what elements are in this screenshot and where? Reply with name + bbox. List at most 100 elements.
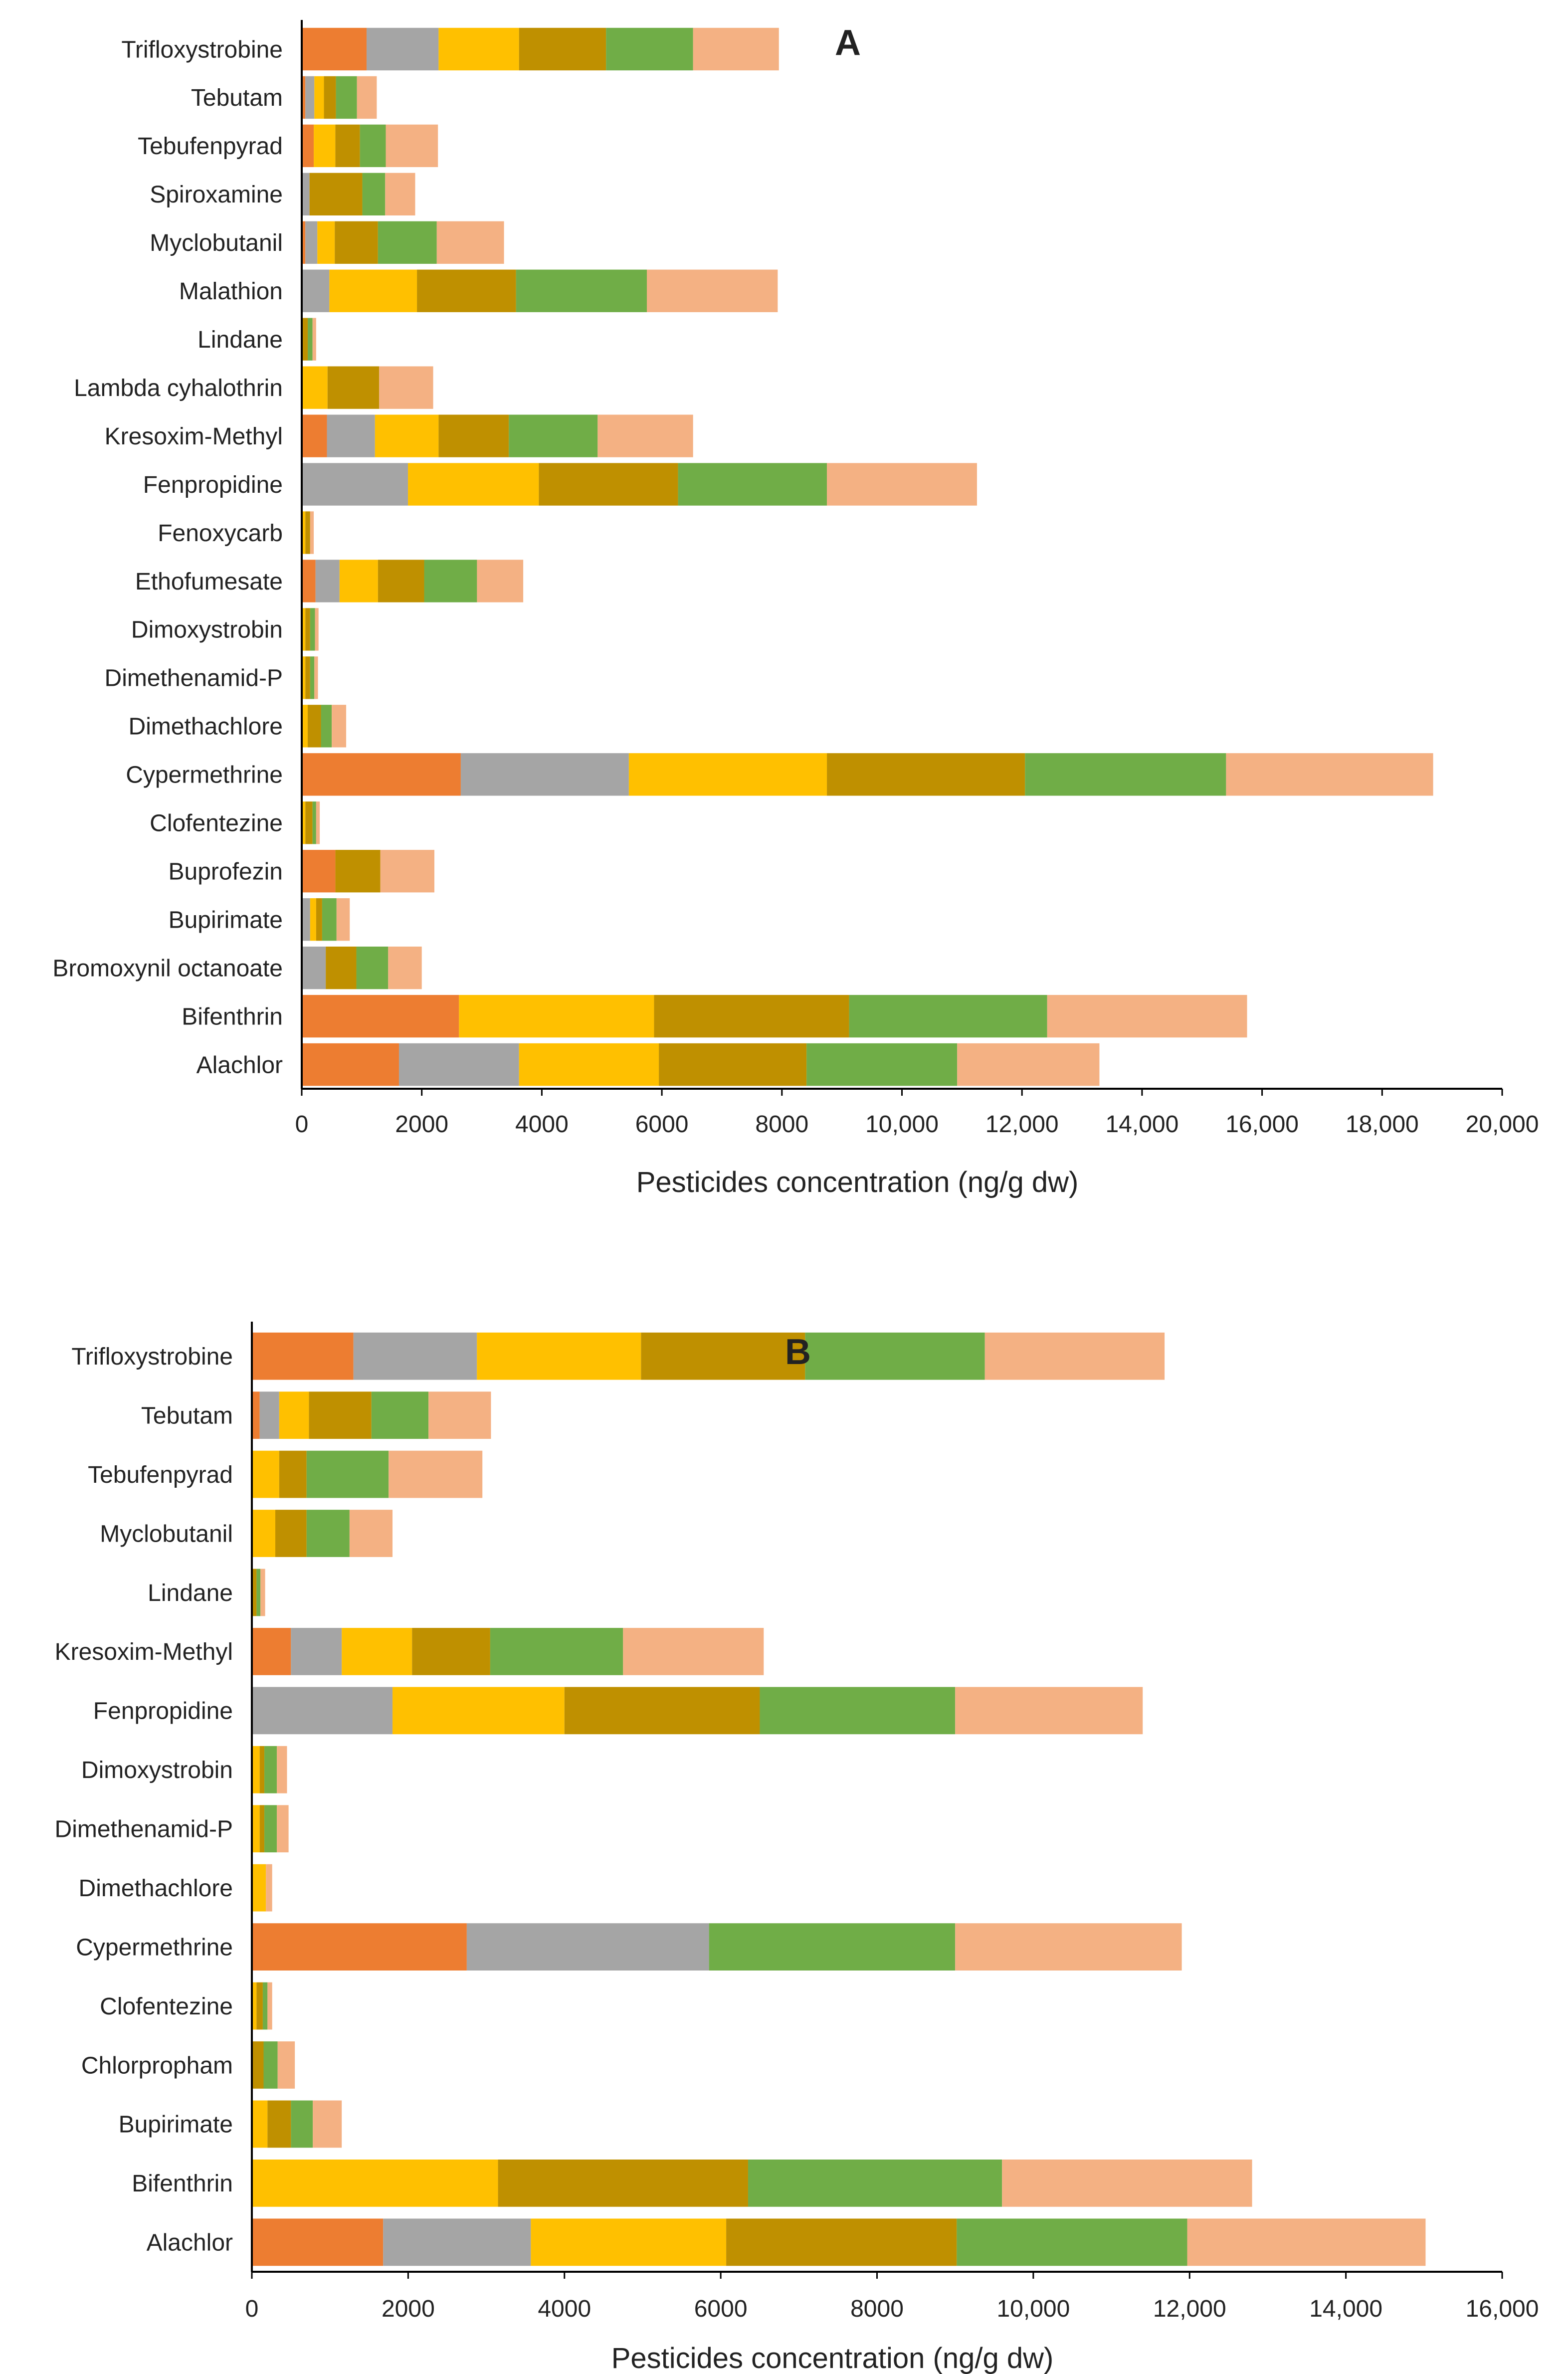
- x-tick-label-a-5: 10,000: [865, 1111, 939, 1138]
- category-label-a-5: Malathion: [179, 278, 283, 305]
- category-label-b-15: Alachlor: [147, 2230, 233, 2256]
- bar-b-kresoxim-methyl-s3: [342, 1628, 412, 1675]
- category-label-a-7: Lambda cyhalothrin: [74, 375, 283, 401]
- category-label-a-13: Dimethenamid-P: [105, 665, 283, 692]
- bar-b-lindane-s5: [256, 1569, 261, 1616]
- bar-b-trifloxystrobine-s5: [805, 1332, 985, 1380]
- bar-a-dimethachlore-s5: [321, 705, 332, 748]
- bar-a-malathion-s4: [417, 269, 516, 312]
- category-label-a-6: Lindane: [197, 327, 283, 353]
- bar-b-fenpropidine-s4: [564, 1687, 760, 1735]
- bar-a-dimethachlore-s3: [302, 705, 308, 748]
- bar-a-ethofumesate-s4: [378, 560, 424, 602]
- x-tick-label-b-5: 10,000: [996, 2296, 1070, 2322]
- bar-a-alachlor-s4: [659, 1043, 807, 1086]
- chart-title-a: A: [835, 23, 861, 63]
- bar-b-dimoxystrobin-s6: [277, 1746, 287, 1793]
- category-label-a-15: Cypermethrine: [126, 762, 283, 789]
- bar-a-trifloxystrobine-s1: [302, 27, 367, 71]
- category-label-a-14: Dimethachlore: [129, 714, 283, 740]
- bar-a-myclobutanil-s1: [302, 221, 306, 264]
- bar-a-dimethenamid-p-s5: [310, 656, 315, 699]
- bar-a-spiroxamine-s4: [309, 173, 363, 215]
- bar-b-fenpropidine-s3: [392, 1687, 565, 1735]
- bar-a-alachlor-s2: [398, 1043, 519, 1086]
- bar-b-tebutam-s2: [259, 1391, 279, 1439]
- bar-a-fenoxycarb-s3: [302, 511, 306, 554]
- bar-a-buprofezin-s6: [380, 850, 434, 893]
- category-label-a-2: Tebufenpyrad: [138, 133, 283, 160]
- bar-a-tebufenpyrad-s5: [360, 124, 386, 168]
- x-tick-label-a-7: 14,000: [1105, 1111, 1178, 1138]
- bar-a-kresoxim-methyl-s6: [597, 414, 693, 457]
- bar-b-cypermethrine-s6: [955, 1923, 1182, 1971]
- bar-a-bromoxynil-octanoate-s5: [356, 946, 389, 989]
- bar-a-bupirimate-s5: [322, 898, 337, 941]
- x-tick-label-b-1: 2000: [382, 2296, 435, 2322]
- bar-a-tebutam-s1: [302, 76, 306, 119]
- bar-a-alachlor-s3: [519, 1043, 659, 1086]
- bar-b-bifenthrin-s4: [498, 2159, 748, 2207]
- bar-a-bromoxynil-octanoate-s2: [302, 946, 326, 989]
- x-tick-label-b-6: 12,000: [1153, 2296, 1226, 2322]
- category-label-a-11: Ethofumesate: [135, 569, 283, 595]
- bar-a-dimoxystrobin-s4: [305, 608, 310, 651]
- bar-a-dimethenamid-p-s3: [302, 656, 306, 699]
- bar-a-bupirimate-s2: [302, 898, 310, 941]
- bar-a-alachlor-s1: [302, 1043, 399, 1086]
- category-label-b-4: Lindane: [148, 1580, 233, 1606]
- bar-a-fenpropidine-s6: [827, 463, 977, 506]
- x-tick-label-a-0: 0: [295, 1111, 309, 1138]
- bar-a-bifenthrin-s1: [302, 994, 459, 1038]
- bar-b-alachlor-s4: [726, 2218, 957, 2266]
- bar-a-kresoxim-methyl-s3: [375, 414, 439, 457]
- bar-b-bifenthrin-s5: [748, 2159, 1002, 2207]
- bar-a-buprofezin-s1: [302, 850, 336, 893]
- bar-b-alachlor-s3: [531, 2218, 727, 2266]
- x-tick-label-a-1: 2000: [395, 1111, 448, 1138]
- bar-b-kresoxim-methyl-s2: [291, 1628, 342, 1675]
- bar-b-clofentezine-s3: [252, 1982, 257, 2030]
- bar-a-ethofumesate-s6: [477, 560, 524, 602]
- category-label-b-8: Dimethenamid-P: [55, 1816, 233, 1843]
- bar-a-fenpropidine-s5: [678, 463, 827, 506]
- bar-a-fenpropidine-s2: [302, 463, 408, 506]
- category-label-b-14: Bifenthrin: [132, 2171, 233, 2197]
- category-label-a-17: Buprofezin: [169, 859, 283, 885]
- category-label-a-16: Clofentezine: [150, 810, 283, 837]
- bar-b-tebufenpyrad-s6: [389, 1450, 483, 1498]
- chart-b: Trifloxystrobine Tebutam Tebufenpyrad Myclo…: [55, 1322, 1539, 2374]
- bar-a-dimoxystrobin-s5: [310, 608, 315, 651]
- bar-a-ethofumesate-s3: [339, 560, 378, 602]
- bar-b-cypermethrine-s5: [709, 1923, 956, 1971]
- bar-b-dimethenamid-p-s3: [252, 1805, 260, 1853]
- bar-b-dimethachlore-s6: [266, 1864, 272, 1912]
- bar-b-bifenthrin-s6: [1002, 2159, 1252, 2207]
- bar-a-spiroxamine-s5: [362, 173, 386, 215]
- x-axis-label-b: Pesticides concentration (ng/g dw): [611, 2342, 1054, 2374]
- x-tick-label-a-8: 16,000: [1225, 1111, 1299, 1138]
- category-label-a-20: Bifenthrin: [182, 1003, 283, 1030]
- x-tick-label-b-7: 14,000: [1309, 2296, 1382, 2322]
- bar-b-lindane-s4: [252, 1569, 257, 1616]
- bar-b-clofentezine-s5: [262, 1982, 268, 2030]
- bar-b-chlorpropham-s6: [277, 2041, 295, 2089]
- bar-a-cypermethrine-s4: [827, 753, 1025, 796]
- bar-b-fenpropidine-s5: [760, 1687, 956, 1735]
- x-tick-label-b-2: 4000: [538, 2296, 591, 2322]
- bar-a-ethofumesate-s1: [302, 560, 316, 602]
- bar-a-tebufenpyrad-s6: [386, 124, 438, 168]
- bar-a-tebutam-s2: [305, 76, 315, 119]
- bar-a-bromoxynil-octanoate-s6: [388, 946, 422, 989]
- bar-a-dimoxystrobin-s6: [315, 608, 319, 651]
- bar-b-tebutam-s6: [428, 1391, 491, 1439]
- category-label-b-6: Fenpropidine: [93, 1698, 233, 1725]
- category-label-a-10: Fenoxycarb: [158, 520, 283, 547]
- x-tick-label-a-9: 18,000: [1346, 1111, 1419, 1138]
- bar-a-clofentezine-s5: [312, 801, 316, 844]
- bar-a-trifloxystrobine-s3: [438, 27, 519, 71]
- bar-b-trifloxystrobine-s2: [353, 1332, 477, 1380]
- bar-b-kresoxim-methyl-s5: [490, 1628, 623, 1675]
- bar-b-myclobutanil-s3: [252, 1510, 276, 1557]
